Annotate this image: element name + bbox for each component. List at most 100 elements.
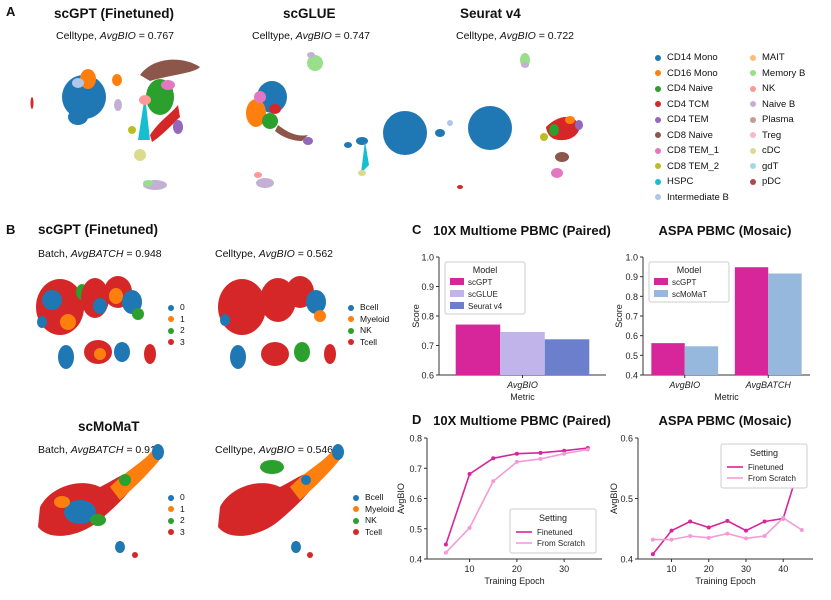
umap-scmomat-batch (38, 444, 164, 558)
x-tick-label: 20 (704, 564, 714, 574)
panel-a-metric-scglue: Celltype, AvgBIO = 0.747 (252, 30, 371, 42)
data-point-finetuned (562, 448, 567, 453)
y-axis-label: AvgBIO (609, 483, 619, 514)
legend-marker (348, 316, 354, 323)
legend-swatch (654, 278, 668, 285)
legend-item-batch-0: 0 (168, 302, 185, 314)
y-tick-label: 0.7 (625, 312, 638, 322)
data-point-from-scratch (538, 456, 543, 461)
y-tick-label: 0.7 (409, 464, 422, 474)
legend-marker (655, 54, 661, 61)
data-point-finetuned (514, 451, 519, 456)
legend-marker (168, 517, 174, 524)
legend-marker (348, 327, 354, 334)
y-tick-label: 0.6 (620, 434, 633, 444)
data-point-finetuned (491, 456, 496, 461)
panel-a-title-scglue: scGLUE (283, 6, 336, 21)
chart-title: 10X Multiome PBMC (Paired) (433, 413, 611, 428)
x-tick-label: 10 (667, 564, 677, 574)
data-point-finetuned (725, 518, 730, 523)
legend-box (648, 261, 730, 303)
y-tick-label: 0.6 (421, 371, 434, 381)
umap-scglue (246, 52, 427, 188)
legend-title: Model (677, 265, 702, 275)
umap-scmomat-celltype (218, 444, 344, 558)
data-point-from-scratch (443, 550, 448, 555)
legend-marker (168, 304, 174, 311)
data-point-finetuned (467, 471, 472, 476)
legend-item-bcell: Bcell (353, 492, 394, 504)
panel-b-celltype-legend-bottom: Bcell Myeloid NK Tcell (353, 492, 394, 538)
data-point-from-scratch (743, 536, 748, 541)
legend-marker (168, 327, 174, 334)
y-axis-label: Score (411, 304, 421, 328)
data-point-from-scratch (688, 534, 693, 539)
legend-marker (750, 178, 756, 185)
legend-label: Finetuned (537, 528, 573, 537)
data-point-finetuned (443, 542, 448, 547)
legend-swatch (450, 290, 464, 297)
y-tick-label: 0.9 (625, 272, 638, 282)
panel-b-title-scgpt: scGPT (Finetuned) (38, 222, 159, 237)
legend-marker (353, 494, 359, 501)
legend-marker (655, 101, 661, 108)
legend-item-cd14-mono: CD14 Mono (655, 50, 729, 66)
legend-marker (750, 85, 756, 92)
panel-a-umap-plots (30, 52, 583, 190)
panel-b-batch-legend-top: 0 1 2 3 (168, 302, 185, 348)
y-tick-label: 0.4 (625, 371, 638, 381)
data-point-from-scratch (669, 537, 674, 542)
legend-item-batch-3: 3 (168, 337, 185, 349)
panel-a-metric-scgpt: Celltype, AvgBIO = 0.767 (56, 30, 175, 42)
legend-item-batch-1: 1 (168, 314, 185, 326)
legend-marker (353, 529, 359, 536)
legend-marker (348, 339, 354, 346)
x-axis-label: Training Epoch (484, 576, 544, 586)
data-point-from-scratch (514, 459, 519, 464)
bar-scgpt (651, 343, 685, 375)
y-axis-label: Score (614, 304, 624, 328)
bar-scglue (500, 331, 545, 375)
legend-marker (655, 85, 661, 92)
panel-b-umap-plots (36, 276, 344, 558)
panel-b-celltype-metric-scgpt: Celltype, AvgBIO = 0.562 (215, 248, 334, 260)
y-tick-label: 0.8 (409, 434, 422, 444)
legend-label: From Scratch (748, 474, 796, 483)
legend-marker (655, 132, 661, 139)
bar-scgpt (455, 324, 501, 375)
data-point-from-scratch (706, 535, 711, 540)
legend-label: Seurat v4 (468, 302, 503, 311)
legend-marker (750, 54, 756, 61)
legend-item-tcell: Tcell (353, 527, 394, 539)
bar-scmomat (684, 346, 719, 375)
data-point-from-scratch (725, 531, 730, 536)
legend-item-cd16-mono: CD16 Mono (655, 66, 729, 82)
y-tick-label: 0.4 (620, 555, 633, 565)
legend-item-cd4-naive: CD4 Naive (655, 81, 729, 97)
y-axis-label: AvgBIO (396, 483, 406, 514)
data-point-finetuned (706, 525, 711, 530)
legend-title: Setting (539, 513, 567, 523)
legend-label: scMoMaT (672, 290, 707, 299)
chart-title: ASPA PBMC (Mosaic) (659, 223, 792, 238)
legend-item-cd4-tem: CD4 TEM (655, 112, 729, 128)
data-point-from-scratch (762, 534, 767, 539)
legend-marker (750, 116, 756, 123)
panel-a-metric-seurat: Celltype, AvgBIO = 0.722 (456, 30, 575, 42)
panel-letter-d: D (412, 412, 422, 427)
x-tick-label: AvgBATCH (745, 380, 792, 390)
legend-label: Finetuned (748, 463, 784, 472)
legend-swatch (450, 302, 464, 309)
x-tick-label: AvgBIO (506, 380, 538, 390)
legend-item-batch-2: 2 (168, 325, 185, 337)
legend-item-cd4-tcm: CD4 TCM (655, 97, 729, 113)
y-tick-label: 1.0 (421, 253, 434, 263)
x-axis-label: Metric (714, 392, 739, 402)
panel-letter-b: B (6, 222, 16, 237)
y-tick-label: 0.8 (625, 292, 638, 302)
legend-marker (168, 316, 174, 323)
legend-marker (655, 116, 661, 123)
panel-b-title-scmomat: scMoMaT (78, 419, 140, 434)
